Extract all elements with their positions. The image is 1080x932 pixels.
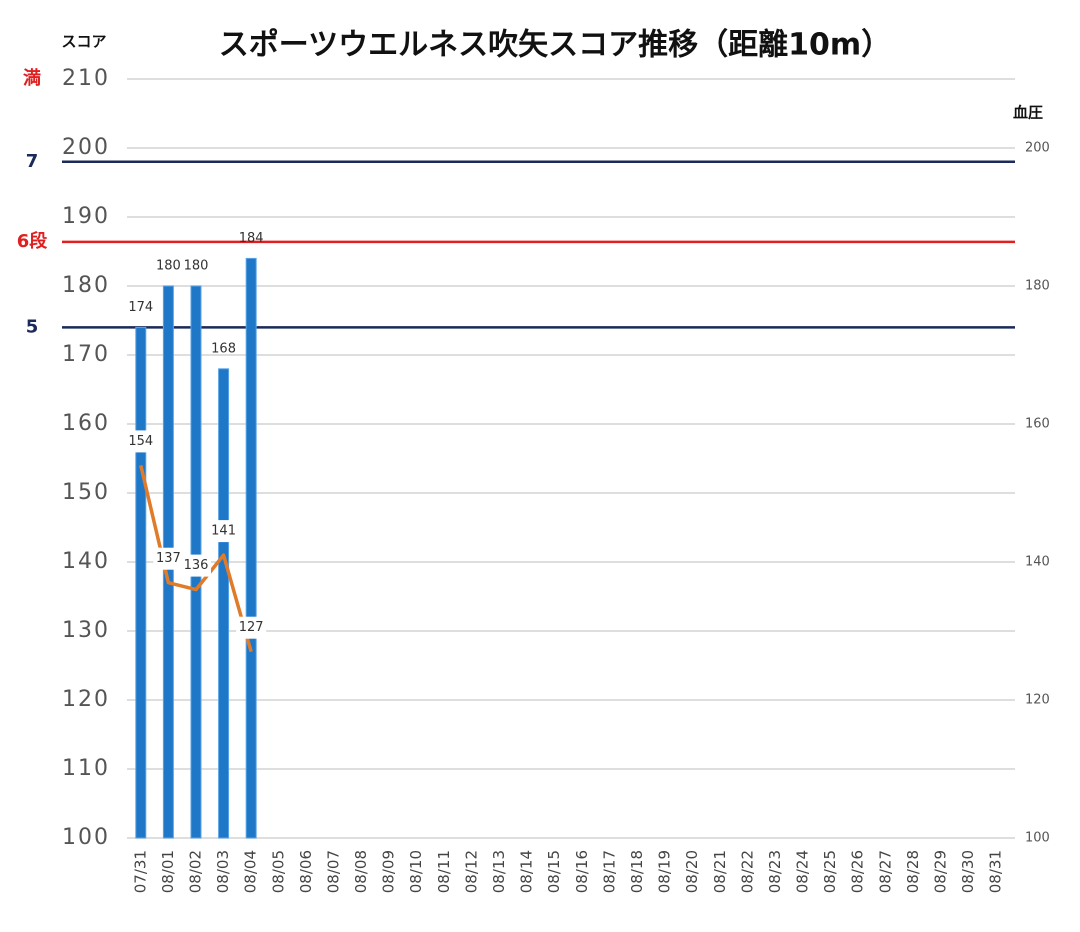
line-label-box (153, 547, 184, 570)
bar-value-label: 168 (211, 341, 236, 356)
x-tick-label: 07/31 (131, 850, 149, 893)
y-tick-label: 200 (62, 135, 110, 160)
x-tick-label: 08/28 (904, 850, 922, 893)
x-tick-label: 08/20 (683, 850, 701, 893)
x-tick-label: 08/13 (490, 850, 508, 893)
x-tick-label: 08/01 (159, 850, 177, 893)
y-tick-label: 160 (62, 411, 110, 436)
x-tick-label: 08/12 (462, 850, 480, 893)
bar-value-label: 184 (239, 231, 264, 246)
y-tick-label: 120 (62, 687, 110, 712)
y-tick-label: 180 (62, 273, 110, 298)
line (139, 464, 253, 653)
x-tick-label: 08/02 (186, 850, 204, 893)
x-tick-label: 08/29 (932, 850, 950, 893)
x-tick-label: 08/16 (573, 850, 591, 893)
reference-label: 5 (26, 316, 39, 337)
y2-tick-label: 200 (1025, 141, 1050, 156)
y2-tick-label: 120 (1025, 693, 1050, 708)
y2-tick-label: 160 (1025, 417, 1050, 432)
line-label-box (180, 554, 211, 577)
x-tick-label: 08/27 (876, 850, 894, 893)
x-tick-label: 08/06 (297, 850, 315, 893)
x-tick-label: 08/25 (821, 850, 839, 893)
bar-value-label: 180 (156, 259, 181, 274)
x-tick-label: 08/21 (711, 850, 729, 893)
line-value-label: 137 (156, 551, 181, 566)
y-tick-label: 110 (62, 756, 110, 781)
line-label-box (236, 616, 267, 639)
x-tick-label: 08/24 (794, 850, 812, 893)
x-tick-label: 08/15 (545, 850, 563, 893)
y-tick-label: 190 (62, 204, 110, 229)
line-value-label: 154 (128, 434, 153, 449)
y-tick-label: 100 (62, 825, 110, 850)
x-tick-label: 08/08 (352, 850, 370, 893)
y-tick-label: 210 (62, 66, 110, 91)
line-label-box (125, 430, 156, 453)
x-tick-label: 08/17 (600, 850, 618, 893)
bar-value-label: 180 (184, 259, 209, 274)
y-tick-label: 130 (62, 618, 110, 643)
bar (218, 368, 230, 839)
x-tick-label: 08/22 (738, 850, 756, 893)
x-tick-label: 08/26 (849, 850, 867, 893)
x-tick-label: 08/14 (518, 850, 536, 893)
y-tick-label: 150 (62, 480, 110, 505)
x-tick-label: 08/19 (656, 850, 674, 893)
x-tick-label: 08/23 (766, 850, 784, 893)
chart-title: スポーツウエルネス吹矢スコア推移（距離10m） (219, 28, 891, 63)
line-label-box (208, 520, 239, 543)
reference-label: 満 (23, 67, 41, 89)
y2-tick-label: 100 (1025, 831, 1050, 846)
x-tick-label: 08/04 (242, 850, 260, 893)
x-tick-label: 08/30 (959, 850, 977, 893)
y2-tick-label: 180 (1025, 279, 1050, 294)
line-value-label: 136 (184, 558, 209, 573)
bar-value-label: 174 (128, 300, 153, 315)
line-value-label: 141 (211, 524, 236, 539)
reference-label: 6段 (17, 230, 49, 252)
x-tick-label: 08/03 (214, 850, 232, 893)
x-tick-label: 08/07 (324, 850, 342, 893)
x-tick-label: 08/31 (987, 850, 1005, 893)
y-axis-label: スコア (61, 33, 106, 51)
x-tick-label: 08/05 (269, 850, 287, 893)
x-tick-label: 08/10 (407, 850, 425, 893)
y-tick-label: 170 (62, 342, 110, 367)
x-tick-label: 08/18 (628, 850, 646, 893)
bar (245, 257, 257, 839)
reference-label: 7 (26, 151, 39, 172)
line-value-label: 127 (239, 620, 264, 635)
y2-tick-label: 140 (1025, 555, 1050, 570)
x-tick-label: 08/09 (380, 850, 398, 893)
y-tick-label: 140 (62, 549, 110, 574)
bar (135, 326, 147, 839)
x-tick-label: 08/11 (435, 850, 453, 893)
y2-axis-label: 血圧 (1013, 104, 1043, 122)
